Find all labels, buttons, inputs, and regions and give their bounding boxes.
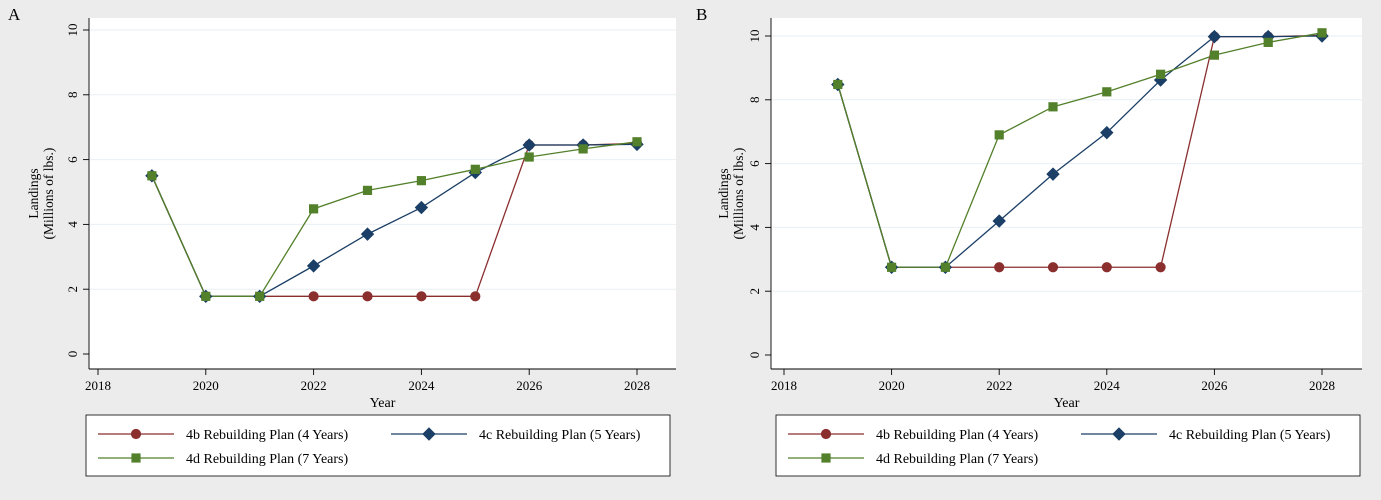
data-point [414,200,429,215]
data-point [1263,37,1273,47]
x-tick-label: 2018 [771,378,797,393]
data-point [306,259,321,273]
data-point [360,227,375,241]
x-axis-label: Year [1054,396,1080,411]
data-point [632,137,642,147]
data-point [1156,69,1166,79]
panel-b: B 0 2 4 6 8 10 2018 2020 2022 2024 2026 2028 Year Land… [690,0,1376,500]
y-tick-label: 2 [65,286,80,293]
legend-marker [130,428,142,440]
legend-marker [131,453,141,463]
panel-label: A [8,5,21,24]
data-point [994,262,1005,273]
y-tick-label: 6 [65,156,80,163]
panel-a: A 0 2 4 6 8 10 2018 2020 2022 2024 2026 2028 Year Land… [0,0,686,500]
data-point [940,262,950,272]
plot-area [89,18,676,369]
legend-marker [821,453,831,463]
y-tick-label: 0 [65,351,80,358]
data-point [416,291,427,302]
x-tick-label: 2028 [1309,378,1335,393]
data-point [992,214,1006,228]
plot-area [771,18,1362,369]
y-tick-label: 2 [747,288,762,295]
data-point [309,204,319,214]
y-tick-label: 4 [747,224,762,231]
data-point [524,152,534,162]
data-point [1047,262,1059,273]
y-tick-label: 4 [65,221,80,228]
data-point [255,291,265,301]
legend-box [775,414,1361,477]
y-axis-label-line2: (Millions of lbs.) [41,148,56,240]
data-point [470,164,480,174]
data-point [470,291,481,302]
y-tick-label: 8 [747,97,762,104]
data-point [362,185,373,195]
data-point [1101,262,1112,273]
legend-label: 4c Rebuilding Plan (5 Years) [479,428,641,443]
data-point [578,144,588,154]
y-axis-label-line1: Landings [716,168,731,218]
x-tick-label: 2022 [986,378,1012,393]
data-point [1317,28,1327,38]
legend-label: 4d Rebuilding Plan (7 Years) [186,452,349,467]
y-axis-label-line2: (Millions of lbs.) [731,148,746,240]
y-tick-label: 10 [65,24,80,37]
x-tick-label: 2024 [1094,378,1121,393]
y-tick-label: 10 [747,30,762,43]
data-point [1102,87,1112,97]
legend-label: 4c Rebuilding Plan (5 Years) [1169,428,1331,443]
data-point [1155,262,1166,273]
legend-marker [820,428,832,440]
series-line-3 [151,141,638,297]
data-point [1209,50,1219,60]
x-tick-label: 2018 [85,378,111,393]
data-point [308,291,319,302]
data-point [201,291,211,301]
series-line-3 [837,32,1323,268]
y-tick-label: 6 [747,160,762,167]
x-tick-label: 2022 [301,378,327,393]
y-tick-label: 8 [65,92,80,99]
data-point [887,262,897,272]
data-point [147,171,157,181]
data-point [522,138,536,152]
legend-marker [422,427,436,441]
data-point [994,130,1004,140]
x-axis-label: Year [370,396,396,411]
data-point [833,79,843,90]
y-axis-label-line1: Landings [26,168,41,218]
panel-label: B [696,5,707,24]
legend-label: 4b Rebuilding Plan (4 Years) [186,428,349,443]
x-tick-label: 2028 [624,378,650,393]
data-point [1046,167,1060,181]
x-tick-label: 2026 [516,378,543,393]
chart-b: B 0 2 4 6 8 10 2018 2020 2022 2024 2026 2028 Year Land… [696,5,1362,477]
x-tick-label: 2026 [1201,378,1228,393]
data-point [416,176,426,186]
data-point [1100,125,1114,140]
x-tick-label: 2020 [879,378,905,393]
data-point [1207,29,1222,44]
data-point [1048,102,1058,112]
legend-box [85,414,671,477]
data-point [362,291,373,302]
legend-label: 4b Rebuilding Plan (4 Years) [876,428,1039,443]
legend-marker [1112,427,1126,441]
x-tick-label: 2020 [193,378,219,393]
y-tick-label: 0 [747,352,762,359]
x-tick-label: 2024 [408,378,435,393]
legend-label: 4d Rebuilding Plan (7 Years) [876,452,1039,467]
chart-a: A 0 2 4 6 8 10 2018 2020 2022 2024 2026 2028 Year Land… [8,5,676,477]
